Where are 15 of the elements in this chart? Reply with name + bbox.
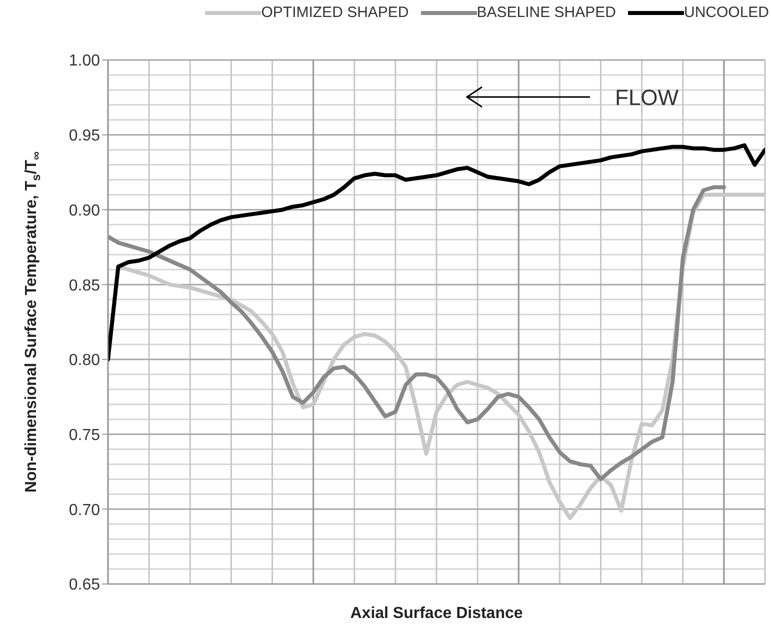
legend-label: BASELINE SHAPED — [476, 4, 616, 21]
x-axis-title: Axial Surface Distance — [350, 605, 523, 622]
legend-label: UNCOOLED — [684, 4, 769, 21]
y-tick-label: 0.80 — [68, 352, 100, 370]
y-tick-label: 0.70 — [68, 502, 100, 519]
y-tick-label: 1.00 — [68, 52, 100, 70]
y-tick-label: 0.65 — [68, 576, 100, 594]
y-tick-label: 0.75 — [68, 426, 100, 444]
annotation: FLOW — [615, 85, 679, 110]
legend-label: OPTIMIZED SHAPED — [261, 4, 409, 21]
y-tick-label: 0.95 — [68, 128, 100, 145]
line-series — [108, 185, 726, 482]
line-series — [108, 143, 765, 362]
y-tick-label: 0.85 — [68, 277, 100, 294]
y-tick-label: 0.90 — [68, 202, 100, 220]
